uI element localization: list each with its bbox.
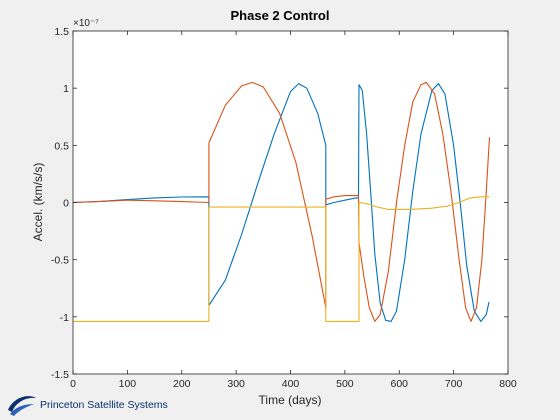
series-line-1: [73, 83, 490, 322]
series-line-3: [73, 196, 490, 322]
plot-area: [73, 31, 508, 374]
x-tick-label: 400: [282, 378, 300, 390]
x-axis-label: Time (days): [259, 393, 322, 407]
x-tick-label: 300: [227, 378, 245, 390]
y-axis-exponent: ×10⁻⁷: [73, 18, 99, 29]
y-tick-label: 1: [63, 83, 69, 95]
x-tick-label: 200: [173, 378, 191, 390]
x-tick-label: 0: [70, 378, 76, 390]
x-tick-label: 100: [119, 378, 137, 390]
y-tick-label: 0.5: [54, 140, 69, 152]
x-tick-label: 600: [390, 378, 408, 390]
y-tick-label: -1.5: [51, 369, 69, 381]
y-tick-label: -0.5: [51, 255, 69, 267]
series-line-2: [73, 81, 491, 322]
y-tick-label: 0: [63, 198, 69, 210]
chart-title: Phase 2 Control: [231, 8, 330, 23]
logo-text: Princeton Satellite Systems: [40, 399, 168, 411]
x-tick-label: 700: [445, 378, 463, 390]
company-logo: Princeton Satellite Systems: [4, 392, 168, 418]
y-tick-label: -1: [60, 312, 69, 324]
swoosh-icon: [8, 396, 36, 416]
x-tick-label: 800: [499, 378, 517, 390]
y-tick-label: 1.5: [54, 26, 69, 38]
y-axis-label: Accel. (km/s/s): [31, 163, 45, 242]
x-tick-label: 500: [336, 378, 354, 390]
